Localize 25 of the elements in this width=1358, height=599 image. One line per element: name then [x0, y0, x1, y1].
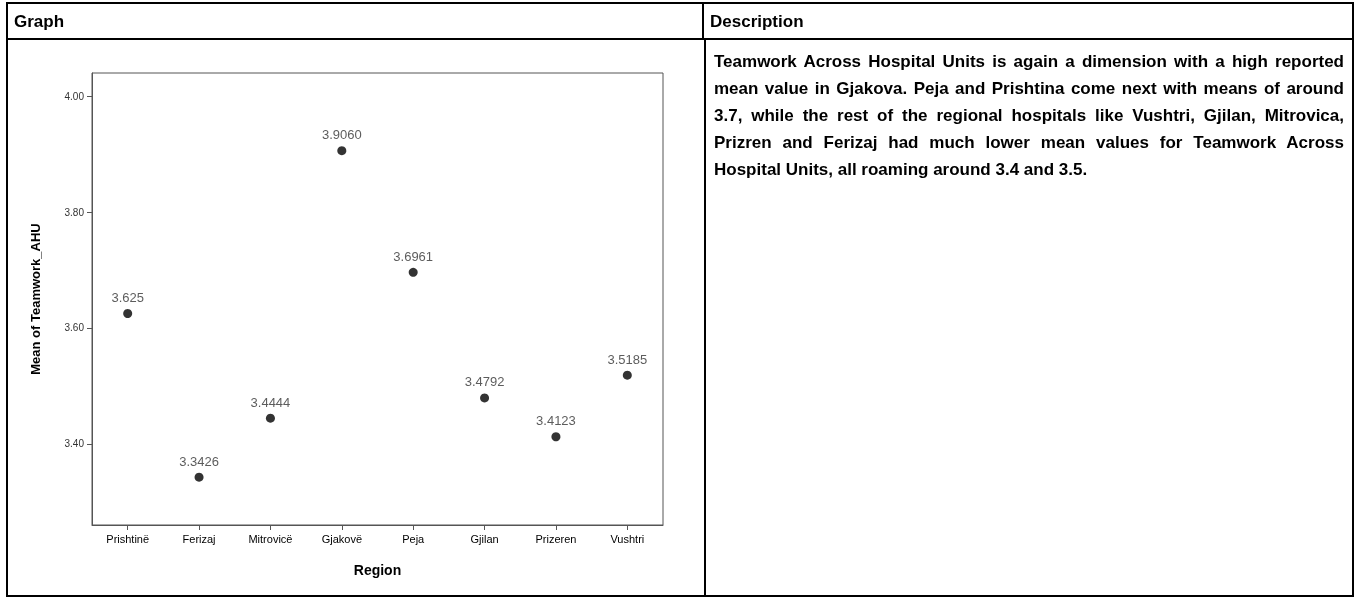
y-tick-label: 3.60 — [64, 322, 85, 334]
y-tick-label: 3.40 — [64, 438, 85, 450]
data-label: 3.4444 — [250, 394, 291, 410]
data-label: 3.4123 — [536, 413, 576, 429]
data-label: 3.3426 — [179, 453, 219, 469]
data-label: 3.625 — [111, 289, 144, 305]
x-tick-label: Ferizaj — [182, 532, 216, 545]
x-tick-label: Prishtinë — [106, 532, 150, 545]
x-tick-label: Peja — [402, 532, 426, 545]
data-label: 3.9060 — [321, 127, 362, 143]
x-tick-label: Gjilan — [470, 532, 499, 545]
x-tick-label: Vushtri — [610, 532, 645, 545]
y-tick-label: 3.80 — [64, 206, 85, 218]
text: Description — [704, 4, 1352, 40]
data-label: 3.4792 — [464, 374, 505, 390]
y-axis-title: Mean of Teamwork_AHU — [28, 223, 43, 375]
text: Teamwork Across Hospital Units is again a dimension with a high reported mean value in Gjakova. Peja and Prishtina come next with means of around 3.7, while the rest of the regional hospitals like Vushtri, Gjilan, Mitrovica, Prizren and Ferizaj had much lower mean values for Teamwork Across Hospital Units, all roaming around 3.4 and 3.5. — [714, 51, 1344, 181]
x-tick-label: Mitrovicë — [248, 532, 293, 545]
data-label: 3.5185 — [607, 351, 648, 367]
data-label: 3.6961 — [393, 248, 434, 264]
text: Graph — [8, 4, 704, 40]
x-tick-label: Gjakovë — [321, 532, 362, 545]
y-tick-label: 4.00 — [64, 90, 85, 102]
x-axis-title: Region — [353, 562, 402, 578]
x-tick-label: Prizeren — [535, 532, 577, 545]
